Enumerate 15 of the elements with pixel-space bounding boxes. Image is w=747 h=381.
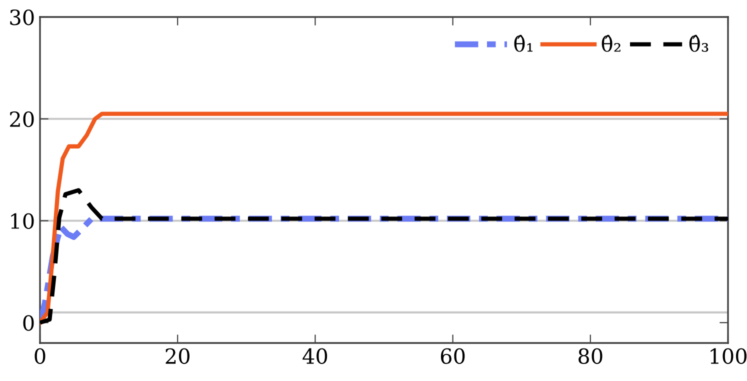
x-tick-label: 40 xyxy=(302,348,328,364)
x-tick-label: 0 xyxy=(34,348,46,364)
line-series xyxy=(40,112,728,325)
x-tick-label: 80 xyxy=(578,348,602,364)
x-tick-label: 20 xyxy=(166,348,190,364)
legend-label: θ̂₂ xyxy=(602,34,620,52)
x-tick-label: 60 xyxy=(440,348,465,364)
y-tick-label: 0 xyxy=(23,315,34,331)
y-tick-label: 20 xyxy=(10,111,34,128)
legend-label: θ̂₃ xyxy=(689,34,708,52)
line-series xyxy=(40,188,728,325)
legend-label: θ̂₁ xyxy=(514,34,533,52)
y-tick-label: 10 xyxy=(11,213,34,229)
x-tick-label: 100 xyxy=(710,348,746,364)
y-tick-label: 30 xyxy=(10,9,34,26)
